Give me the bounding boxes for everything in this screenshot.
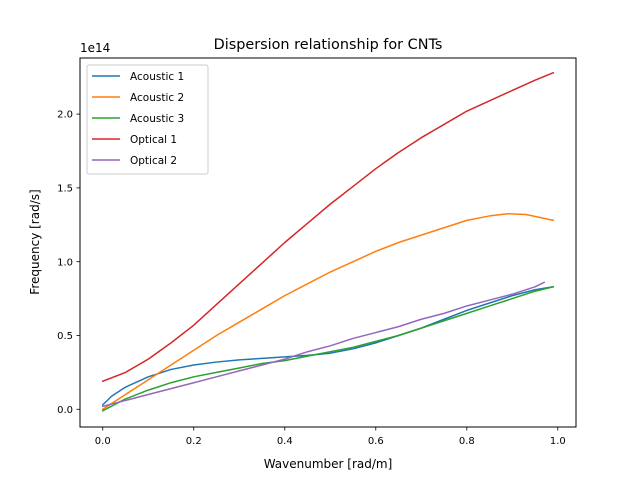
x-axis-ticks: 0.0 0.2 0.4 0.6 0.8 1.0 — [95, 427, 566, 447]
legend-entries: Acoustic 1 Acoustic 2 Acoustic 3 Optical 1 O… — [92, 71, 184, 167]
legend-label-2: Acoustic 2 — [130, 92, 184, 104]
x-tick-label: 0.8 — [459, 436, 475, 447]
y-tick-label: 1.5 — [57, 183, 73, 194]
x-tick-label: 0.0 — [95, 436, 111, 447]
y-tick-label: 1.0 — [57, 257, 73, 268]
y-tick-label: 2.0 — [57, 110, 73, 121]
series-line-3 — [101, 285, 555, 412]
legend-label-1: Acoustic 1 — [130, 71, 184, 83]
x-tick-label: 0.4 — [277, 436, 293, 447]
legend-label-5: Optical 2 — [130, 155, 177, 167]
legend-label-4: Optical 1 — [130, 134, 177, 146]
legend-label-3: Acoustic 3 — [130, 113, 184, 125]
y-axis-label: Frequency [rad/s] — [28, 189, 42, 294]
legend: Acoustic 1 Acoustic 2 Acoustic 3 Optical 1 O… — [86, 64, 209, 175]
series-layer — [101, 71, 555, 412]
y-tick-label: 0.5 — [57, 331, 73, 342]
x-tick-label: 0.6 — [368, 436, 384, 447]
x-tick-label: 1.0 — [550, 436, 566, 447]
y-offset-label: 1e14 — [80, 41, 110, 55]
x-axis-label: Wavenumber [rad/m] — [264, 457, 393, 471]
series-line-2 — [101, 212, 555, 411]
series-line-4 — [101, 71, 555, 383]
plot-area-frame — [79, 57, 577, 428]
legend-box — [86, 64, 209, 175]
y-axis-ticks: 0.0 0.5 1.0 1.5 2.0 — [57, 110, 80, 416]
series-line-5 — [101, 281, 546, 408]
y-tick-label: 0.0 — [57, 405, 73, 416]
x-tick-label: 0.2 — [186, 436, 202, 447]
chart-title: Dispersion relationship for CNTs — [214, 37, 443, 53]
